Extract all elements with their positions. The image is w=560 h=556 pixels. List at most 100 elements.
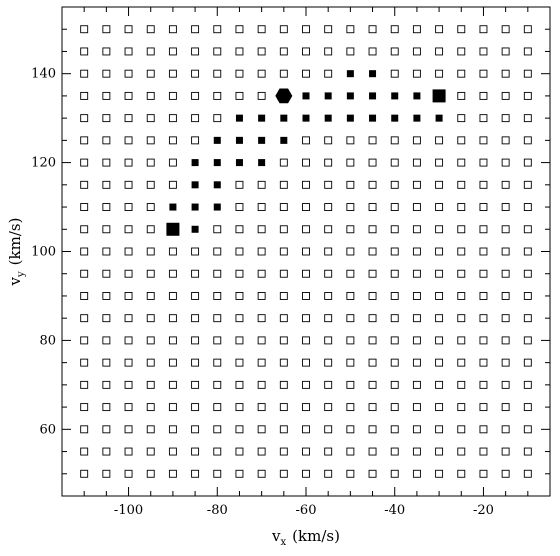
open-square-point <box>368 247 377 256</box>
open-square-point <box>368 136 377 145</box>
open-square-point <box>124 225 133 234</box>
open-square-point <box>390 469 399 478</box>
open-square-point <box>324 425 333 434</box>
open-square-point <box>213 47 222 56</box>
open-square-point <box>412 69 421 78</box>
open-square-point <box>412 269 421 278</box>
open-square-point <box>523 47 532 56</box>
open-square-point <box>235 47 244 56</box>
open-square-point <box>368 25 377 34</box>
open-square-point <box>80 136 89 145</box>
open-square-point <box>412 203 421 211</box>
open-square-point <box>501 336 510 345</box>
open-square-point <box>257 203 266 211</box>
filled-square-point <box>435 114 443 122</box>
open-square-point <box>501 292 510 300</box>
open-square-point <box>412 292 421 300</box>
filled-square-point <box>235 114 243 122</box>
open-square-point <box>191 314 200 323</box>
open-square-point <box>457 403 466 412</box>
open-square-point <box>80 314 89 323</box>
open-square-point <box>435 225 444 234</box>
open-square-point <box>279 469 288 478</box>
open-square-point <box>102 47 111 56</box>
open-square-point <box>302 158 310 167</box>
x-axis-label-symbol: v <box>271 527 281 545</box>
open-square-point <box>257 358 266 367</box>
open-square-point <box>146 47 155 56</box>
open-square-point <box>191 69 200 78</box>
open-square-point <box>279 203 288 211</box>
open-square-point <box>235 292 244 300</box>
open-square-point <box>124 136 133 145</box>
open-square-point <box>124 403 133 412</box>
open-square-point <box>523 314 532 323</box>
open-square-point <box>435 158 444 167</box>
open-square-point <box>479 336 488 345</box>
open-square-point <box>279 225 288 234</box>
open-square-point <box>501 380 510 389</box>
open-square-point <box>479 203 488 211</box>
open-square-point <box>523 114 532 123</box>
open-square-point <box>368 469 377 478</box>
open-square-point <box>235 336 244 345</box>
open-square-point <box>235 314 244 323</box>
open-square-point <box>146 314 155 323</box>
open-square-point <box>346 180 355 189</box>
open-square-point <box>102 91 111 100</box>
open-square-point <box>168 247 177 256</box>
open-square-point <box>168 403 177 412</box>
open-square-point <box>390 447 399 456</box>
open-square-point <box>479 314 488 323</box>
open-square-point <box>213 114 222 123</box>
open-square-point <box>457 269 466 278</box>
open-square-point <box>479 292 488 300</box>
open-square-point <box>412 469 421 478</box>
open-square-point <box>501 358 510 367</box>
filled-hexagon-point <box>275 88 293 104</box>
open-square-point <box>457 136 466 145</box>
open-square-point <box>479 247 488 256</box>
open-square-point <box>146 403 155 412</box>
open-square-point <box>479 69 488 78</box>
open-square-point <box>501 403 510 412</box>
open-square-point <box>168 425 177 434</box>
open-square-point <box>346 425 355 434</box>
open-square-point <box>80 247 89 256</box>
open-square-point <box>168 158 177 167</box>
open-square-point <box>191 91 200 100</box>
open-square-point <box>191 380 200 389</box>
open-square-point <box>346 225 355 234</box>
open-square-point <box>412 158 421 167</box>
open-square-point <box>302 336 310 345</box>
open-square-point <box>346 314 355 323</box>
open-square-point <box>412 314 421 323</box>
open-square-point <box>346 336 355 345</box>
open-square-point <box>124 447 133 456</box>
open-square-point <box>435 425 444 434</box>
y-axis-label-symbol: v <box>6 276 24 286</box>
open-square-point <box>191 247 200 256</box>
filled-square-point <box>191 203 199 211</box>
open-square-point <box>302 447 310 456</box>
open-square-point <box>168 447 177 456</box>
open-square-point <box>279 25 288 34</box>
open-square-point <box>501 158 510 167</box>
open-square-point <box>479 403 488 412</box>
large-filled-square-point <box>166 222 180 236</box>
x-tick-label: -40 <box>384 503 405 518</box>
open-square-point <box>146 336 155 345</box>
open-square-point <box>257 269 266 278</box>
open-square-point <box>146 91 155 100</box>
open-square-point <box>80 447 89 456</box>
open-square-point <box>124 180 133 189</box>
open-square-point <box>279 180 288 189</box>
open-square-point <box>390 225 399 234</box>
filled-square-point <box>191 159 199 167</box>
open-square-point <box>501 225 510 234</box>
open-square-point <box>279 336 288 345</box>
filled-square-point <box>413 114 421 122</box>
open-square-point <box>146 225 155 234</box>
open-square-point <box>523 425 532 434</box>
y-tick-label: 140 <box>31 67 56 82</box>
